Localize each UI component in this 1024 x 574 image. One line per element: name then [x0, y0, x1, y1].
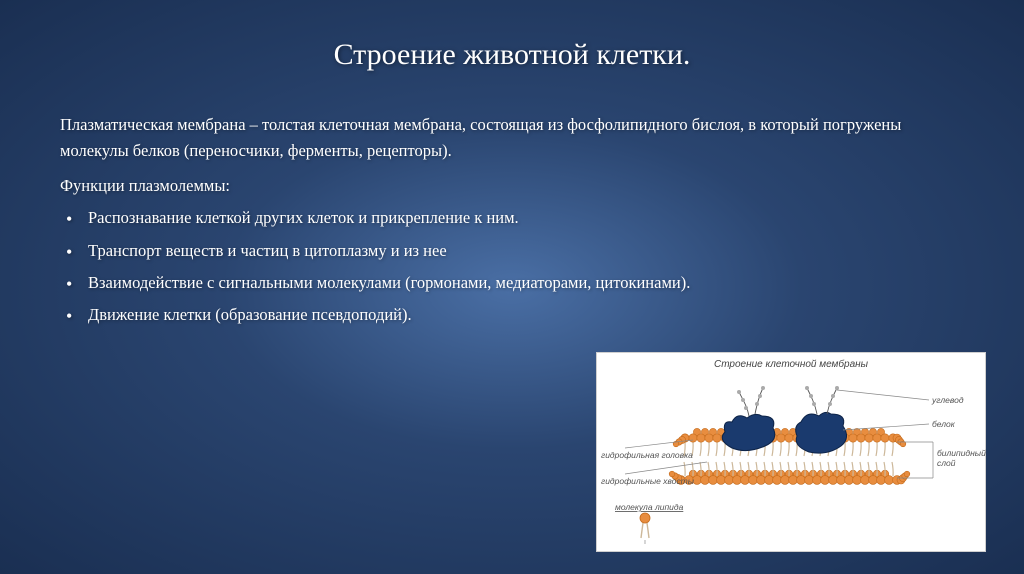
list-item: Движение клетки (образование псевдоподий… [60, 302, 964, 328]
functions-list: Распознавание клеткой других клеток и пр… [60, 205, 964, 329]
label-molecule: молекула липида [615, 502, 684, 512]
functions-label: Функции плазмолеммы: [60, 173, 964, 199]
intro-paragraph: Плазматическая мембрана – толстая клеточ… [60, 112, 964, 165]
label-carb: углевод [931, 395, 964, 405]
diagram-title: Строение клеточной мембраны [597, 359, 985, 370]
label-hydro-head: гидрофильная головка [601, 450, 693, 460]
list-item: Транспорт веществ и частиц в цитоплазму … [60, 238, 964, 264]
list-item: Взаимодействие с сигнальными молекулами … [60, 270, 964, 296]
diagram-svg: углевод белок гидрофильная головка гидро… [597, 370, 985, 550]
membrane-diagram: Строение клеточной мембраны [596, 352, 986, 552]
svg-text:слой: слой [937, 458, 956, 468]
label-protein: белок [932, 419, 956, 429]
list-item: Распознавание клеткой других клеток и пр… [60, 205, 964, 231]
slide-content: Плазматическая мембрана – толстая клеточ… [0, 92, 1024, 329]
label-hydro-tail: гидрофильные хвосты [601, 476, 695, 486]
label-bilipid: билипидный [937, 448, 986, 458]
slide-title: Строение животной клетки. [0, 0, 1024, 92]
